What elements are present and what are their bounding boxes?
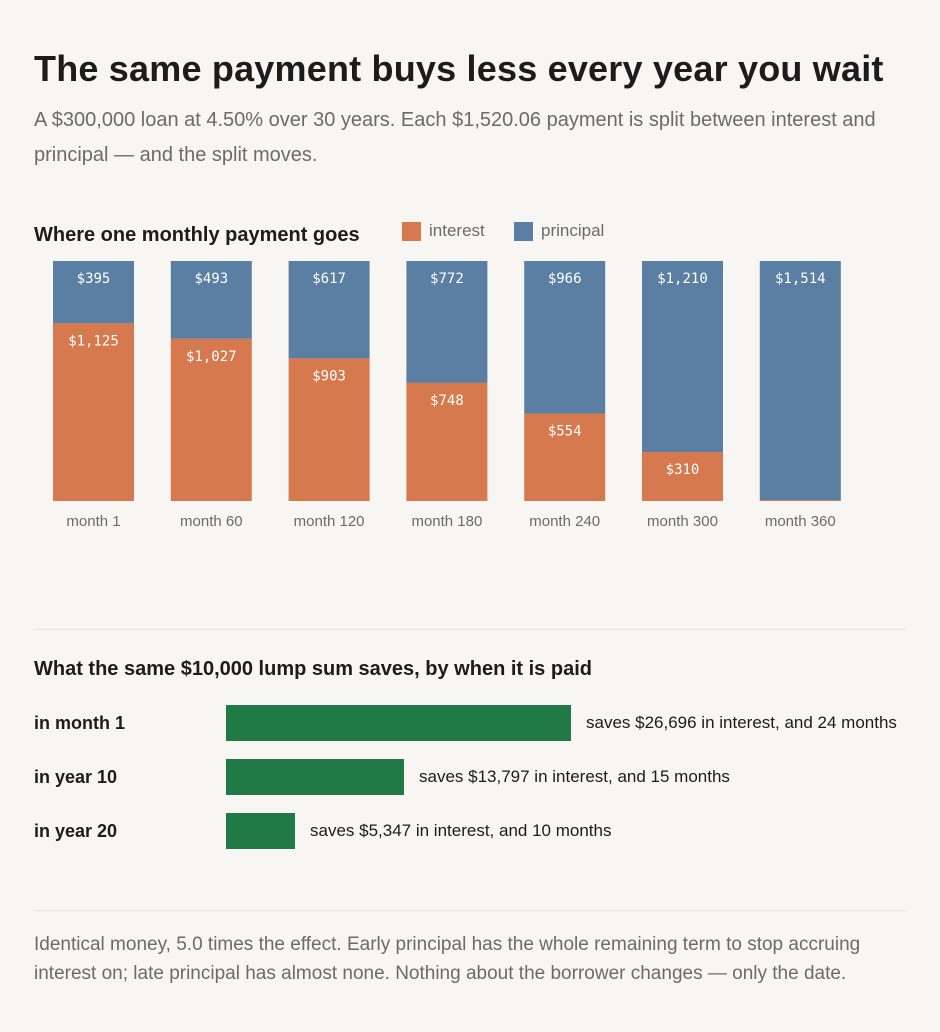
interest-value-label: $903 — [312, 368, 346, 384]
section-divider — [34, 629, 906, 630]
principal-bar — [524, 261, 606, 414]
lump-sum-row-label: in year 20 — [34, 821, 118, 841]
interest-value-label: $554 — [548, 424, 582, 440]
lump-sum-row: in year 10 saves $13,797 in interest, and… — [0, 759, 940, 795]
interest-bar — [53, 323, 134, 501]
lump-sum-row: in month 1 saves $26,696 in interest, and… — [0, 705, 940, 741]
legend-label-principal: principal — [541, 221, 605, 240]
lump-sum-savings-label: saves $5,347 in interest, and 10 months — [310, 821, 612, 840]
lump-sum-row-label: in month 1 — [34, 713, 125, 733]
x-tick-label: month 300 — [647, 513, 718, 530]
interest-value-label: $748 — [430, 393, 464, 409]
x-tick-label: month 360 — [765, 513, 836, 530]
payment-split-heading: Where one monthly payment goes — [34, 224, 360, 246]
principal-bar — [288, 261, 370, 359]
lump-sum-savings-label: saves $26,696 in interest, and 24 months — [586, 713, 897, 732]
interest-value-label: $1,027 — [186, 349, 237, 365]
lump-sum-bar — [226, 759, 404, 795]
x-tick-label: month 60 — [180, 513, 243, 530]
principal-value-label: $395 — [77, 271, 111, 287]
principal-value-label: $966 — [548, 271, 582, 287]
principal-value-label: $772 — [430, 271, 464, 287]
principal-bar — [406, 261, 488, 383]
principal-value-label: $493 — [194, 271, 228, 287]
lump-sum-savings-label: saves $13,797 in interest, and 15 months — [419, 767, 730, 786]
legend-swatch-principal — [514, 222, 533, 241]
lump-sum-row: in year 20 saves $5,347 in interest, and … — [0, 813, 940, 849]
interest-bar — [288, 358, 370, 501]
x-tick-label: month 180 — [411, 513, 482, 530]
x-tick-label: month 1 — [66, 513, 120, 530]
interest-bar — [170, 338, 252, 501]
principal-bar — [53, 261, 134, 324]
interest-bar — [524, 413, 606, 501]
legend-label-interest: interest — [429, 221, 485, 240]
principal-bar — [170, 261, 252, 339]
principal-value-label: $1,210 — [657, 271, 708, 287]
footnote: Identical money, 5.0 times the effect. E… — [34, 934, 861, 984]
lump-sum-bar — [226, 813, 295, 849]
page-title: The same payment buys less every year yo… — [34, 48, 884, 89]
interest-bar — [759, 500, 841, 501]
legend-swatch-interest — [402, 222, 421, 241]
principal-bar — [642, 261, 723, 453]
interest-bar — [406, 382, 488, 501]
lump-sum-row-label: in year 10 — [34, 767, 118, 787]
interest-value-label: $1,125 — [68, 333, 119, 349]
interest-value-label: $310 — [666, 462, 700, 478]
x-tick-label: month 240 — [529, 513, 600, 530]
principal-value-label: $617 — [312, 271, 346, 287]
page-subtitle: A $300,000 loan at 4.50% over 30 years. … — [34, 109, 876, 166]
principal-bar — [759, 261, 841, 501]
x-tick-label: month 120 — [294, 513, 365, 530]
interest-bar — [642, 452, 723, 501]
section-divider — [34, 910, 906, 911]
lump-sum-bar — [226, 705, 571, 741]
lump-sum-heading: What the same $10,000 lump sum saves, by… — [34, 658, 592, 680]
principal-value-label: $1,514 — [775, 271, 826, 287]
stacked-bar-chart: $395 $1,125 month 1 $493 $1,027 month 60 $617 $… — [53, 261, 841, 530]
